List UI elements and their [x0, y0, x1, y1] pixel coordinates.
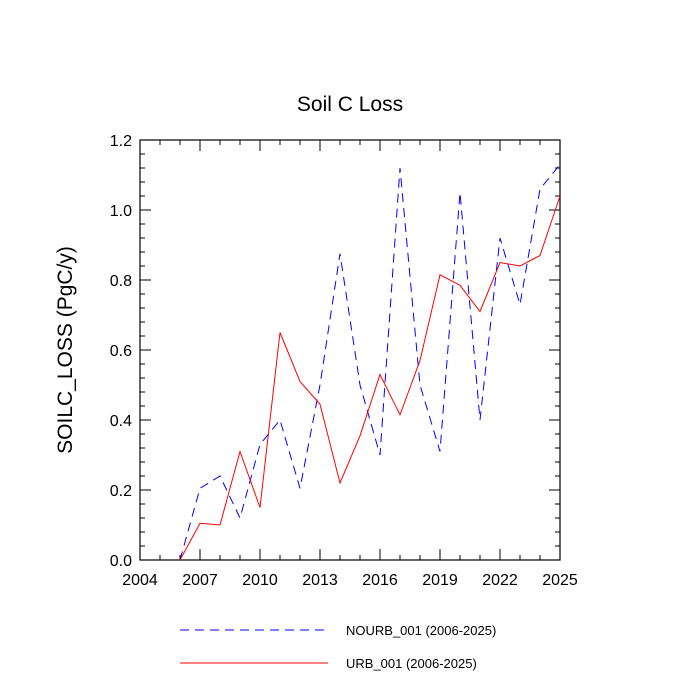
- legend-label: URB_001 (2006-2025): [346, 656, 477, 671]
- legend-label: NOURB_001 (2006-2025): [346, 623, 496, 638]
- y-tick-label: 0.0: [110, 553, 132, 570]
- y-tick-label: 1.0: [110, 203, 132, 220]
- x-tick-label: 2022: [482, 572, 518, 589]
- y-axis-label: SOILC_LOSS (PgC/y): [54, 246, 77, 454]
- series-group: [179, 164, 561, 561]
- x-tick-label: 2019: [422, 572, 458, 589]
- series-line-urb: [179, 195, 561, 561]
- x-tick-label: 2025: [542, 572, 578, 589]
- y-tick-label: 0.4: [110, 413, 132, 430]
- axis-ticks: 2004 2007 2010 2013 2016 2019 2022 2025 0.0 0.2 0.…: [110, 133, 578, 589]
- x-tick-label: 2004: [122, 572, 158, 589]
- series-line-nourb: [179, 164, 561, 561]
- y-tick-label: 0.8: [110, 273, 132, 290]
- plot-frame: [139, 139, 561, 561]
- chart-title: Soil C Loss: [297, 93, 403, 116]
- x-tick-label: 2016: [362, 572, 398, 589]
- y-tick-label: 0.2: [110, 483, 132, 500]
- x-tick-label: 2013: [302, 572, 338, 589]
- y-tick-label: 0.6: [110, 343, 132, 360]
- legend: NOURB_001 (2006-2025) URB_001 (2006-2025): [180, 623, 496, 671]
- x-tick-label: 2007: [182, 572, 218, 589]
- y-tick-label: 1.2: [110, 133, 132, 150]
- x-tick-label: 2010: [242, 572, 278, 589]
